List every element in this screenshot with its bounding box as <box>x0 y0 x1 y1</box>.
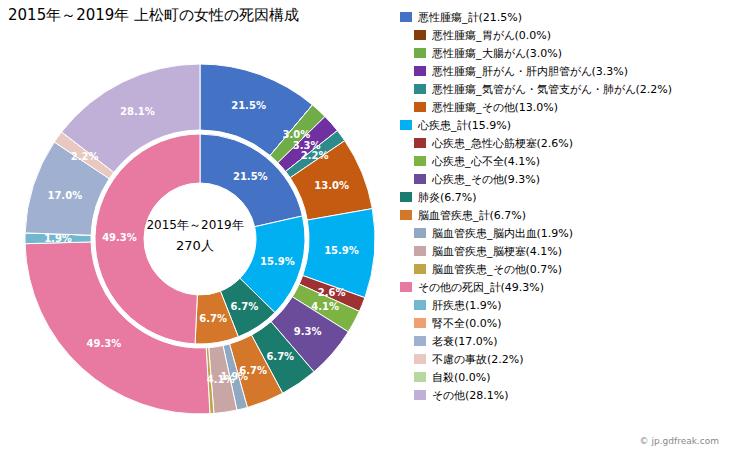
svg-text:15.9%: 15.9% <box>260 256 295 267</box>
html-text:悪性腫瘍_大腸がん(3.0%): 悪性腫瘍_大腸がん(3.0%) <box>432 46 562 60</box>
html-text:悪性腫瘍_肝がん・肝内胆管がん(3.3%): 悪性腫瘍_肝がん・肝内胆管がん(3.3%) <box>432 64 628 78</box>
html-text:その他(28.1%): その他(28.1%) <box>432 388 509 402</box>
html-text:悪性腫瘍_計(21.5%): 悪性腫瘍_計(21.5%) <box>418 10 522 24</box>
svg-text:6.7%: 6.7% <box>239 365 267 377</box>
svg-text:6.7%: 6.7% <box>199 313 227 324</box>
html-text:心疾患_その他(9.3%): 心疾患_その他(9.3%) <box>432 172 540 186</box>
html-text:悪性腫瘍_胃がん(0.0%): 悪性腫瘍_胃がん(0.0%) <box>432 28 551 42</box>
html-text:脳血管疾患_その他(0.7%): 脳血管疾患_その他(0.7%) <box>432 262 562 276</box>
svg-text:49.3%: 49.3% <box>102 232 137 243</box>
svg-text:3.0%: 3.0% <box>283 129 311 140</box>
html-text:© jp.gdfreak.com: © jp.gdfreak.com <box>639 436 719 446</box>
svg-text:2.2%: 2.2% <box>71 151 99 162</box>
html-text:その他の死因_計(49.3%): その他の死因_計(49.3%) <box>418 280 544 294</box>
svg-text:9.3%: 9.3% <box>294 326 322 337</box>
html-text:不慮の事故(2.2%): 不慮の事故(2.2%) <box>432 352 524 366</box>
svg-text:17.0%: 17.0% <box>47 190 82 201</box>
svg-text:15.9%: 15.9% <box>324 245 359 256</box>
html-text:老衰(17.0%): 老衰(17.0%) <box>432 334 498 348</box>
html-text:2015年～2019年 上松町の女性の死因構成: 2015年～2019年 上松町の女性の死因構成 <box>8 6 300 24</box>
svg-text:270人: 270人 <box>176 238 214 253</box>
html-text:肝疾患(1.9%): 肝疾患(1.9%) <box>432 298 502 312</box>
svg-text:2015年～2019年: 2015年～2019年 <box>146 218 243 232</box>
html-text:自殺(0.0%): 自殺(0.0%) <box>432 370 491 384</box>
html-text:脳血管疾患_脳内出血(1.9%): 脳血管疾患_脳内出血(1.9%) <box>432 226 573 240</box>
svg-text:6.7%: 6.7% <box>231 301 259 312</box>
svg-text:4.1%: 4.1% <box>207 374 235 385</box>
html-text:心疾患_心不全(4.1%): 心疾患_心不全(4.1%) <box>432 154 540 168</box>
svg-text:2.6%: 2.6% <box>318 287 346 298</box>
html-text:悪性腫瘍_その他(13.0%): 悪性腫瘍_その他(13.0%) <box>432 100 558 114</box>
svg-text:6.7%: 6.7% <box>266 351 294 362</box>
html-text:肺炎(6.7%): 肺炎(6.7%) <box>418 190 477 204</box>
html-text:心疾患_計(15.9%): 心疾患_計(15.9%) <box>418 118 511 132</box>
svg-text:3.3%: 3.3% <box>292 139 321 151</box>
svg-text:49.3%: 49.3% <box>87 338 122 349</box>
html-text:腎不全(0.0%): 腎不全(0.0%) <box>432 316 502 330</box>
svg-text:21.5%: 21.5% <box>231 100 266 111</box>
svg-text:13.0%: 13.0% <box>314 180 349 191</box>
svg-text:4.1%: 4.1% <box>311 301 339 312</box>
html-text:悪性腫瘍_気管がん・気管支がん・肺がん(2.2%): 悪性腫瘍_気管がん・気管支がん・肺がん(2.2%) <box>432 82 672 96</box>
svg-text:28.1%: 28.1% <box>120 106 155 117</box>
html-text:脳血管疾患_計(6.7%): 脳血管疾患_計(6.7%) <box>418 208 526 222</box>
html-text:心疾患_急性心筋梗塞(2.6%): 心疾患_急性心筋梗塞(2.6%) <box>432 136 573 150</box>
html-text:脳血管疾患_脳梗塞(4.1%): 脳血管疾患_脳梗塞(4.1%) <box>432 244 562 258</box>
svg-text:1.9%: 1.9% <box>44 233 72 244</box>
svg-text:2.2%: 2.2% <box>301 150 329 161</box>
svg-text:21.5%: 21.5% <box>233 171 268 182</box>
